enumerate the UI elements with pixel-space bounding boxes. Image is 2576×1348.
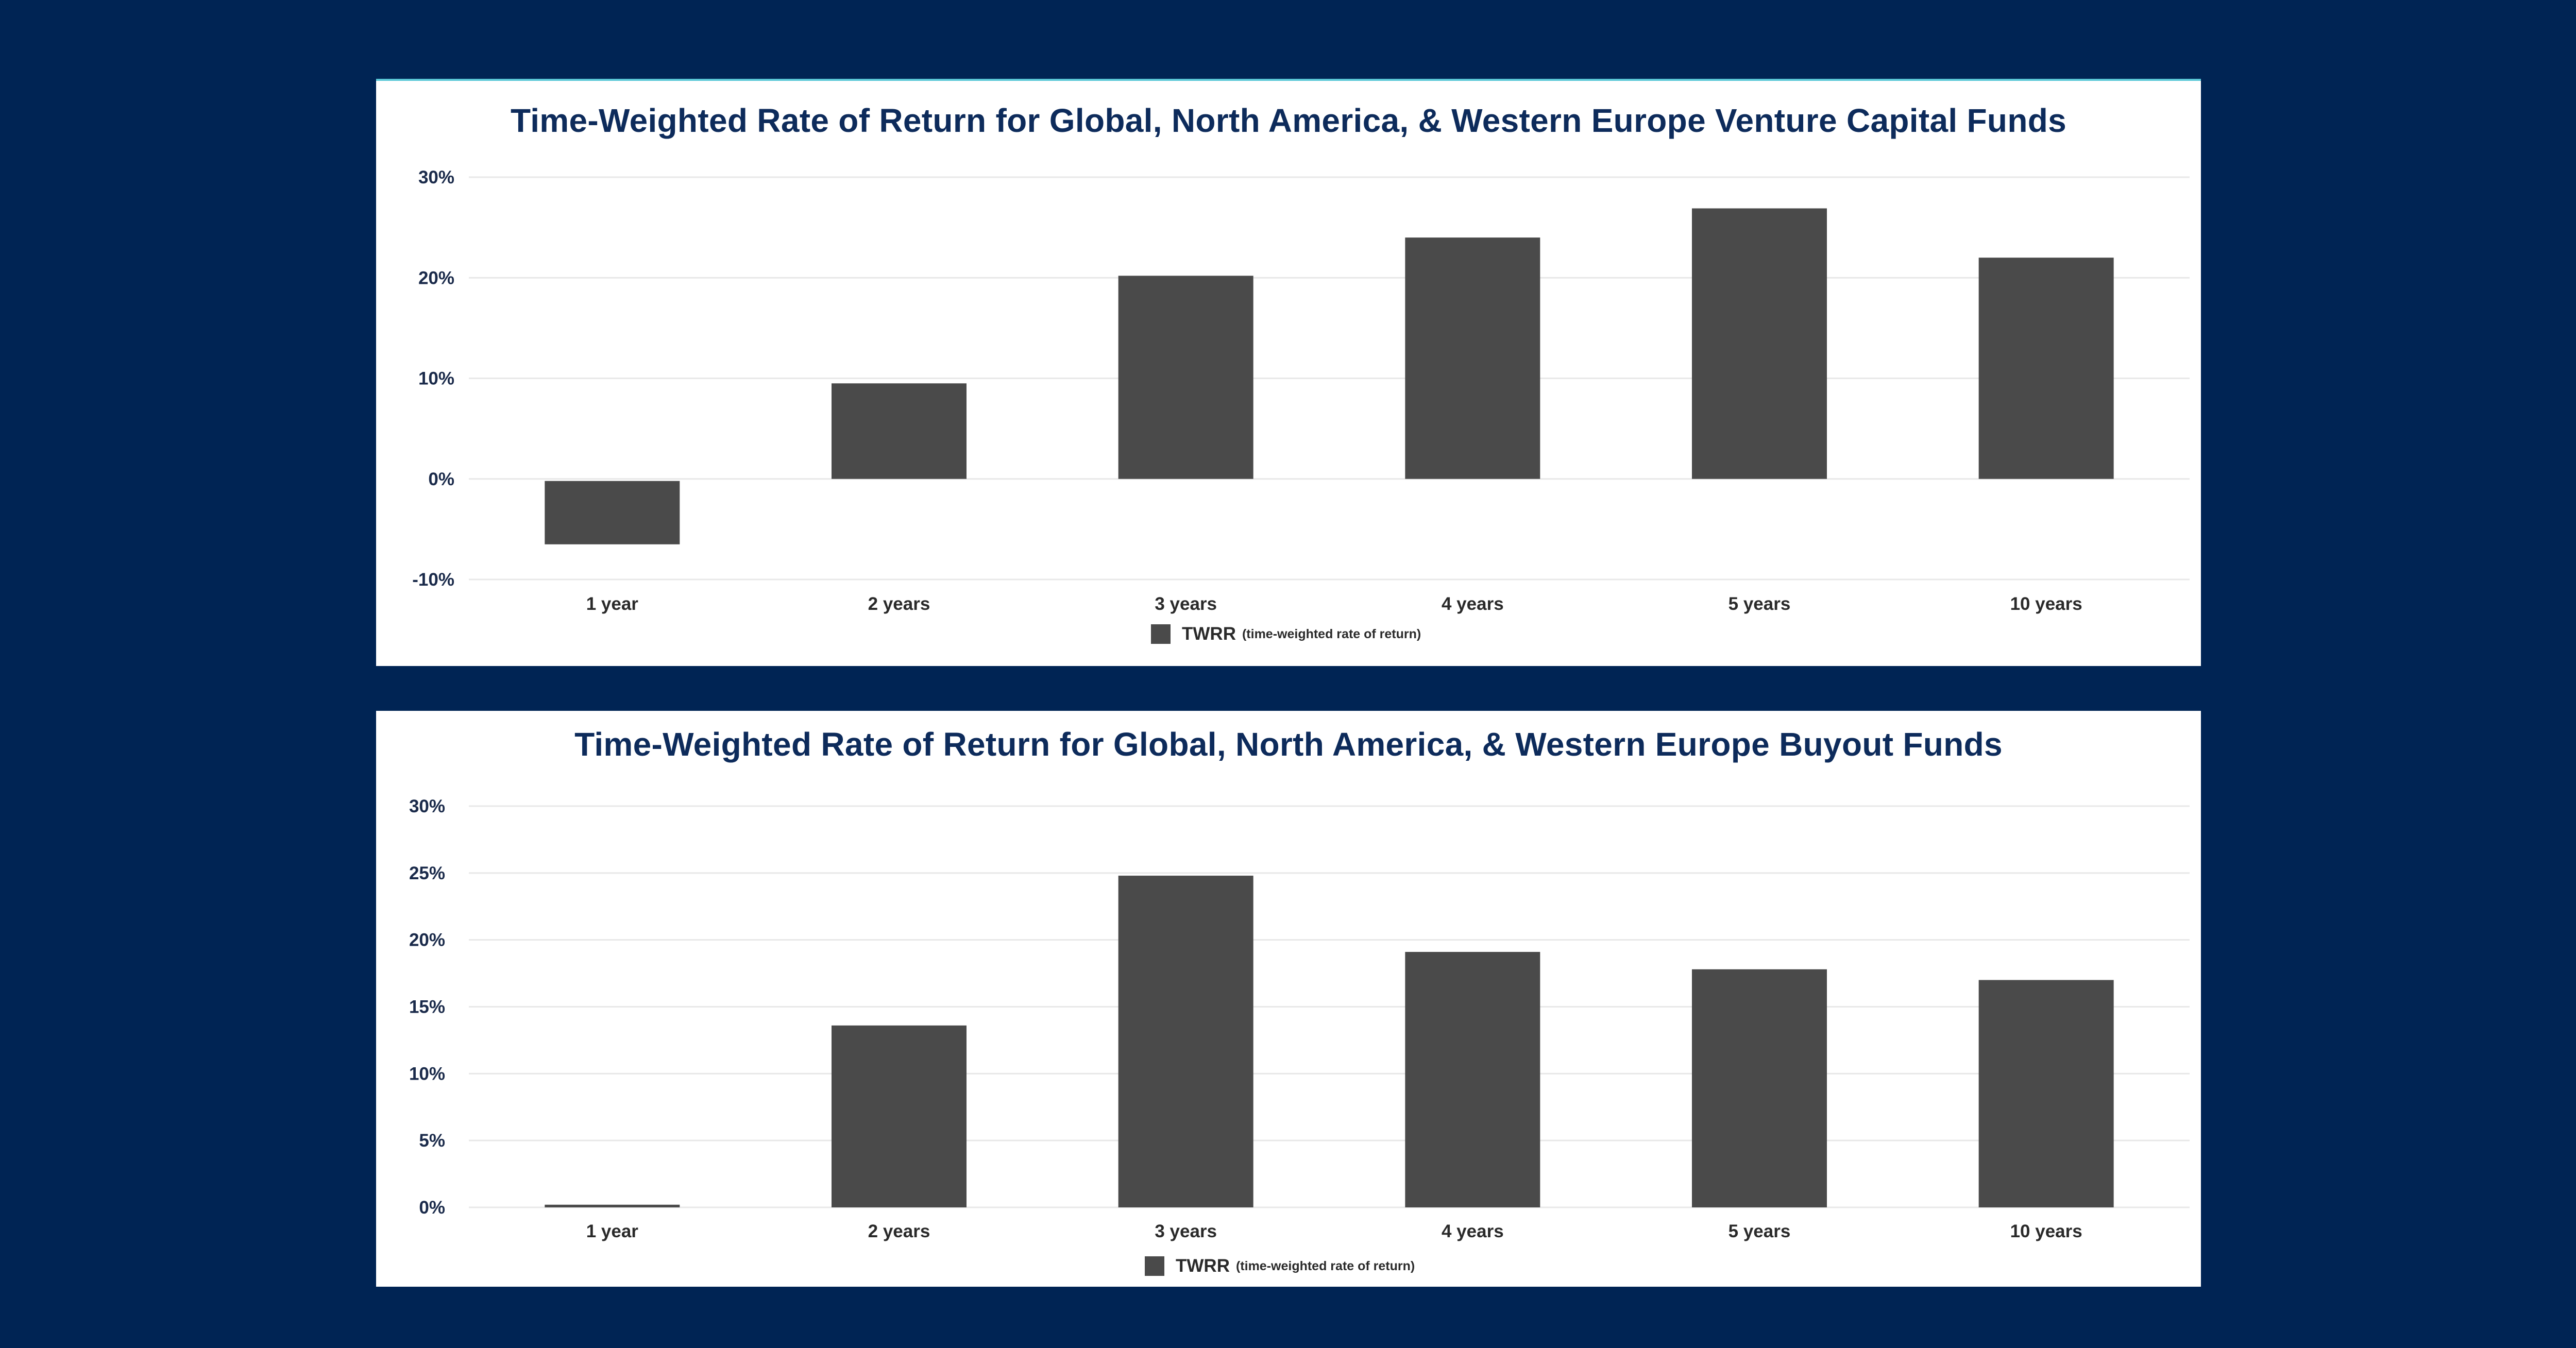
buyout-bar-chart: 0% 5% 10% 15% 20% 25% 30% 1 year 2 years 3 years 4…	[409, 796, 2190, 1241]
x-category-label: 5 years	[1728, 594, 1791, 614]
x-category-label: 3 years	[1155, 594, 1217, 614]
bar	[832, 1025, 967, 1207]
y-tick-label: 0%	[419, 1198, 445, 1218]
bar	[1978, 258, 2114, 479]
bar	[1405, 952, 1540, 1207]
y-tick-label: 15%	[409, 997, 445, 1017]
x-category-label: 4 years	[1442, 594, 1504, 614]
x-category-label: 10 years	[2010, 1221, 2082, 1241]
legend-swatch	[1151, 624, 1171, 644]
bar	[1118, 876, 1253, 1207]
y-tick-label: 10%	[409, 1064, 445, 1084]
x-category-label: 2 years	[868, 1221, 930, 1241]
chart-legend: TWRR (time-weighted rate of return)	[1151, 624, 1421, 644]
x-category-label: 2 years	[868, 594, 930, 614]
legend-series-name: TWRR	[1182, 624, 1236, 644]
bar	[545, 481, 680, 544]
legend-series-note: (time-weighted rate of return)	[1242, 626, 1421, 641]
bar	[1405, 237, 1540, 479]
chart-legend: TWRR (time-weighted rate of return)	[1145, 1256, 1415, 1276]
bar	[1978, 980, 2114, 1207]
legend-series-note: (time-weighted rate of return)	[1235, 1258, 1415, 1273]
venture-capital-bar-chart: -10% 0% 10% 20% 30% 1 year 2 years 3 years 4 yea…	[412, 167, 2190, 614]
bar	[1692, 969, 1827, 1207]
legend-series-name: TWRR	[1176, 1256, 1230, 1276]
bar	[832, 383, 967, 479]
x-category-label: 4 years	[1442, 1221, 1504, 1241]
y-tick-label: 30%	[409, 796, 445, 816]
x-category-label: 5 years	[1728, 1221, 1791, 1241]
x-category-label: 1 year	[586, 1221, 639, 1241]
legend-swatch	[1145, 1256, 1164, 1276]
y-tick-label: -10%	[412, 570, 454, 590]
x-category-label: 1 year	[586, 594, 639, 614]
chart-title: Time-Weighted Rate of Return for Global,…	[510, 102, 2066, 139]
y-tick-label: 20%	[409, 930, 445, 950]
chart-title: Time-Weighted Rate of Return for Global,…	[574, 726, 2003, 763]
venture-capital-chart-panel: Time-Weighted Rate of Return for Global,…	[376, 79, 2201, 666]
y-tick-label: 25%	[409, 863, 445, 883]
x-category-label: 10 years	[2010, 594, 2082, 614]
bar	[1118, 276, 1253, 479]
x-category-label: 3 years	[1155, 1221, 1217, 1241]
y-tick-label: 30%	[418, 167, 454, 187]
y-tick-label: 0%	[428, 469, 454, 489]
y-tick-label: 20%	[418, 268, 454, 288]
bar	[545, 1204, 680, 1207]
y-tick-label: 10%	[418, 369, 454, 389]
bar	[1692, 208, 1827, 479]
y-tick-label: 5%	[419, 1131, 445, 1151]
buyout-chart-panel: Time-Weighted Rate of Return for Global,…	[376, 711, 2201, 1287]
